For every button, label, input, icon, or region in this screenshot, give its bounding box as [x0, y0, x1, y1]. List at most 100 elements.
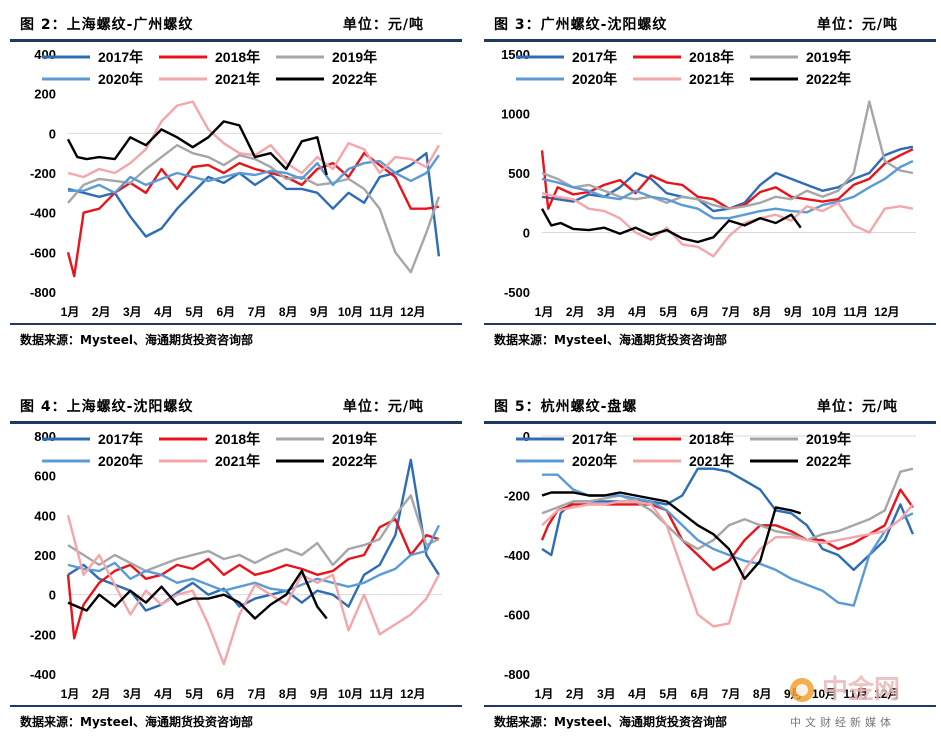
legend-label: 2017年 — [98, 431, 143, 447]
x-tick-label: 5月 — [659, 305, 678, 319]
y-tick-label: -800 — [30, 285, 56, 300]
x-tick-label: 8月 — [279, 687, 298, 701]
x-tick-label: 1月 — [535, 305, 554, 319]
chart-source: 数据来源：Mysteel、海通期货投资咨询部 — [494, 333, 728, 347]
top-rule — [10, 39, 462, 42]
series-line-2020 — [67, 524, 440, 592]
y-tick-label: -600 — [504, 608, 530, 623]
line-chart: 800 600 400 200 0 -200 -400 1月 2月 3月 4月 5月 6月 7月 8月 9月 1… — [30, 429, 442, 701]
x-tick-label: 3月 — [597, 305, 616, 319]
top-rule — [484, 421, 936, 424]
series-line-2022 — [540, 208, 802, 244]
x-tick-label: 9月 — [310, 305, 329, 319]
x-tick-label: 7月 — [248, 305, 267, 319]
y-tick-label: 0 — [523, 429, 530, 444]
y-tick-label: -400 — [504, 548, 530, 563]
x-tick-label: 5月 — [185, 687, 204, 701]
chart-unit: 单位：元/吨 — [816, 17, 898, 33]
legend-label: 2019年 — [806, 49, 851, 65]
series-line-2021 — [541, 192, 914, 258]
x-tick-label: 1月 — [535, 687, 554, 701]
watermark-subtitle: 中文财经新媒体 — [790, 716, 895, 729]
series-line-2017 — [67, 151, 441, 257]
series-line-2020 — [68, 154, 440, 195]
y-tick-label: 0 — [49, 126, 56, 141]
y-tick-label: -600 — [30, 245, 56, 260]
x-tick-label: 1月 — [61, 687, 80, 701]
x-tick-label: 3月 — [123, 687, 142, 701]
y-tick-label: 600 — [34, 469, 56, 484]
y-tick-label: -400 — [30, 206, 56, 221]
legend-label: 2018年 — [689, 49, 734, 65]
x-tick-label: 4月 — [154, 687, 173, 701]
series-line-2019 — [67, 494, 440, 573]
chart-panel-4: 图 5：杭州螺纹-盘螺 单位：元/吨 0 -200 -400 -600 -800 1月 2月… — [484, 390, 936, 740]
legend-label: 2017年 — [572, 431, 617, 447]
x-tick-label: 10月 — [812, 305, 837, 319]
x-tick-label: 5月 — [659, 687, 678, 701]
series-line-2021 — [67, 100, 440, 179]
chart-panel-2: 图 3：广州螺纹-沈阳螺纹 单位：元/吨 1500 1000 500 0 -500 1月 2… — [484, 8, 936, 358]
legend-label: 2017年 — [98, 49, 143, 65]
legend-label: 2021年 — [215, 71, 260, 87]
legend-label: 2019年 — [806, 431, 851, 447]
legend-label: 2021年 — [689, 71, 734, 87]
y-tick-label: -400 — [30, 667, 56, 682]
legend-label: 2018年 — [689, 431, 734, 447]
x-tick-label: 11月 — [369, 305, 394, 319]
chart-title: 图 3：广州螺纹-沈阳螺纹 — [494, 17, 668, 33]
legend-label: 2018年 — [215, 431, 260, 447]
chart-title: 图 4：上海螺纹-沈阳螺纹 — [20, 399, 194, 415]
x-tick-label: 3月 — [597, 687, 616, 701]
y-tick-label: 1000 — [501, 107, 530, 122]
x-tick-label: 10月 — [812, 687, 837, 701]
legend-label: 2017年 — [572, 49, 617, 65]
x-tick-label: 10月 — [338, 305, 363, 319]
chart-source: 数据来源：Mysteel、海通期货投资咨询部 — [494, 715, 728, 729]
y-tick-label: -200 — [30, 627, 56, 642]
chart-unit: 单位：元/吨 — [342, 17, 424, 33]
watermark-logo: 中金网 — [790, 674, 900, 705]
series-line-2019 — [541, 100, 914, 210]
x-tick-label: 12月 — [400, 687, 425, 701]
x-tick-label: 6月 — [216, 687, 235, 701]
chart-unit: 单位：元/吨 — [342, 399, 424, 415]
x-tick-label: 6月 — [216, 305, 235, 319]
series-line-2021 — [541, 500, 914, 628]
x-tick-label: 7月 — [248, 687, 267, 701]
bottom-rule — [10, 323, 462, 325]
x-tick-label: 11月 — [843, 305, 868, 319]
legend-label: 2021年 — [215, 453, 260, 469]
legend-label: 2019年 — [332, 431, 377, 447]
legend-label: 2022年 — [332, 71, 377, 87]
x-tick-label: 8月 — [279, 305, 298, 319]
series-line-2022 — [66, 120, 328, 176]
series-line-2018 — [66, 151, 440, 278]
y-tick-label: -800 — [504, 667, 530, 682]
x-tick-label: 2月 — [92, 687, 111, 701]
line-chart: 1500 1000 500 0 -500 1月 2月 3月 4月 5月 6月 7月 8月 9月 10月 11月… — [501, 47, 916, 319]
chart-source: 数据来源：Mysteel、海通期货投资咨询部 — [20, 715, 254, 729]
x-tick-label: 9月 — [310, 687, 329, 701]
series-line-2018 — [66, 518, 440, 640]
line-chart: 0-200-400-600-8001月2月3月4月5月6月7月8月9月10月11… — [504, 429, 916, 701]
x-tick-label: 3月 — [123, 305, 142, 319]
x-tick-label: 9月 — [784, 305, 803, 319]
x-tick-label: 1月 — [61, 305, 80, 319]
x-tick-label: 8月 — [753, 687, 772, 701]
legend-label: 2022年 — [332, 453, 377, 469]
top-rule — [484, 39, 936, 42]
series-line-2021 — [66, 514, 440, 666]
chart-unit: 单位：元/吨 — [816, 399, 898, 415]
chart-title: 图 2：上海螺纹-广州螺纹 — [20, 17, 194, 33]
x-tick-label: 6月 — [690, 305, 709, 319]
x-tick-label: 2月 — [92, 305, 111, 319]
legend-label: 2020年 — [572, 71, 617, 87]
series-line-2020 — [541, 160, 914, 220]
x-tick-label: 4月 — [628, 687, 647, 701]
x-tick-label: 7月 — [722, 305, 741, 319]
x-tick-label: 11月 — [369, 687, 394, 701]
y-tick-label: -200 — [30, 166, 56, 181]
legend-label: 2020年 — [572, 453, 617, 469]
y-tick-label: -200 — [504, 489, 530, 504]
